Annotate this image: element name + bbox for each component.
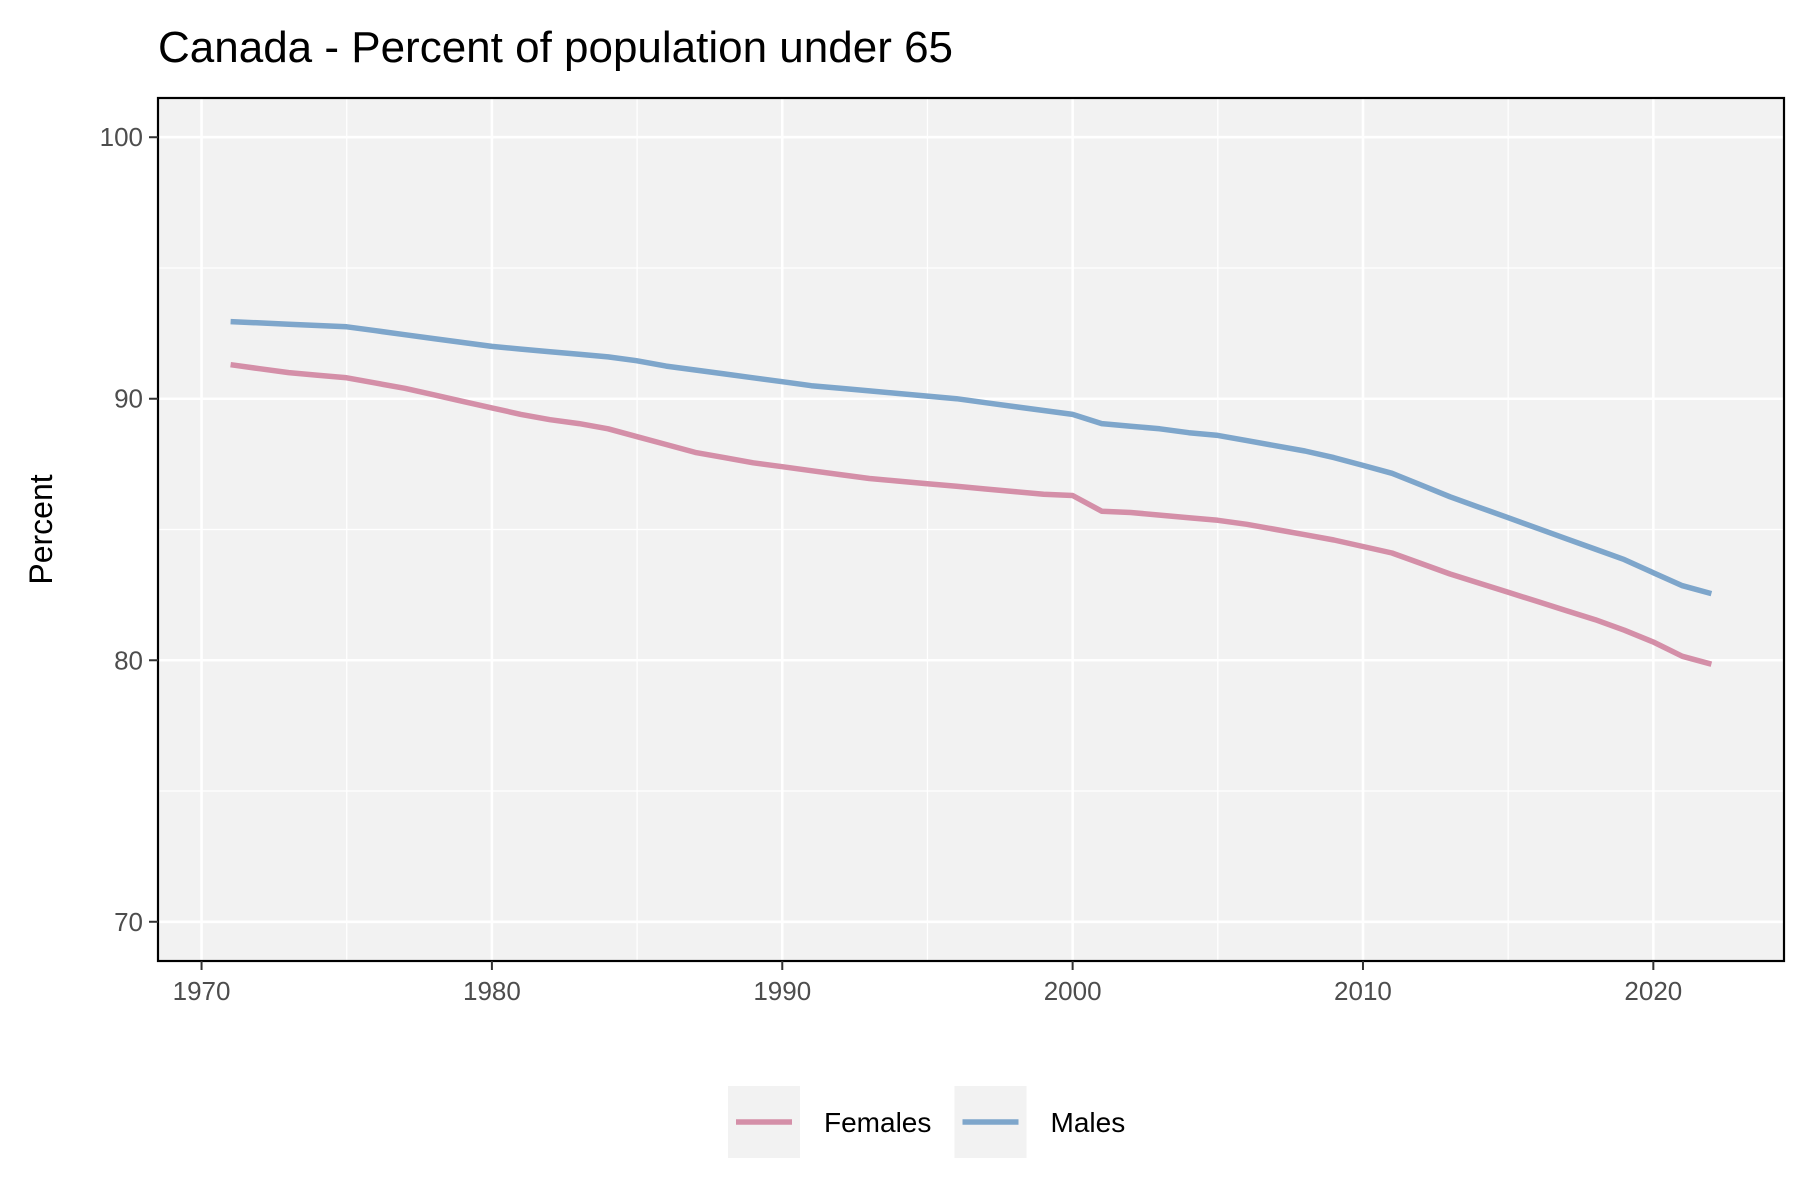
x-tick-label: 1980 <box>463 976 521 1006</box>
y-tick-label: 70 <box>114 907 143 937</box>
series-lines <box>230 318 1713 667</box>
legend: Females Males <box>728 1086 1125 1158</box>
y-axis: 70 80 90 100 <box>100 122 158 937</box>
series-line-males <box>230 318 1713 597</box>
legend-label: Males <box>1051 1107 1126 1138</box>
x-tick-label: 2020 <box>1624 976 1682 1006</box>
major-gridlines <box>158 98 1784 961</box>
minor-gridlines <box>158 98 1784 961</box>
x-tick-label: 1970 <box>173 976 231 1006</box>
legend-item-males: Males <box>954 1086 1126 1158</box>
legend-label: Females <box>824 1107 931 1138</box>
y-tick-label: 80 <box>114 645 143 675</box>
legend-item-females: Females <box>728 1086 931 1158</box>
x-axis: 1970 1980 1990 2000 2010 2020 <box>173 961 1682 1006</box>
y-tick-label: 100 <box>100 122 143 152</box>
x-tick-label: 2000 <box>1044 976 1102 1006</box>
x-tick-label: 1990 <box>753 976 811 1006</box>
y-tick-label: 90 <box>114 384 143 414</box>
series-line-females <box>230 361 1713 667</box>
y-axis-title: Percent <box>23 474 59 584</box>
plot-border <box>156 96 1786 963</box>
x-tick-label: 2010 <box>1334 976 1392 1006</box>
chart-title: Canada - Percent of population under 65 <box>158 23 953 72</box>
